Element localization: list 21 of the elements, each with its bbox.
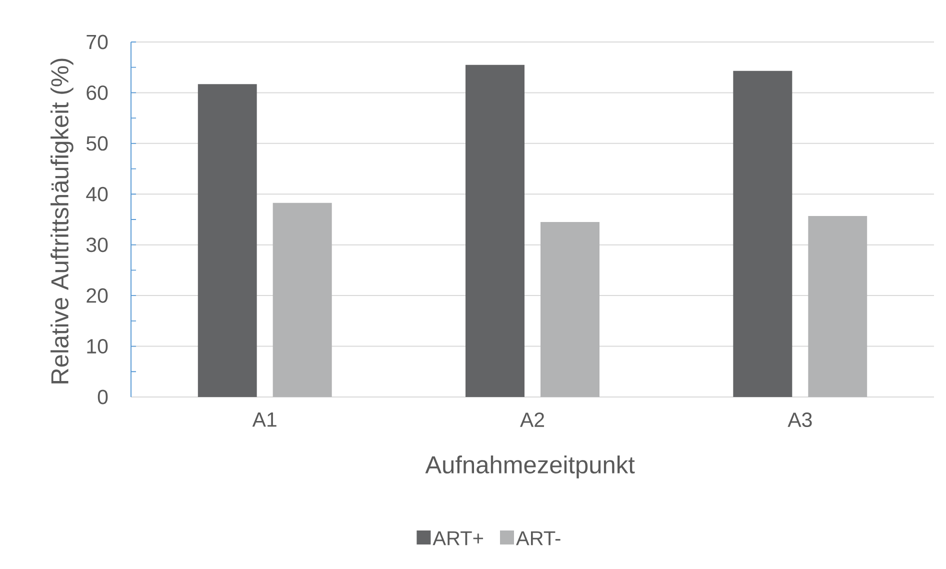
legend-label: ART+: [432, 531, 484, 546]
bar: [540, 222, 600, 397]
y-tick-label: 0: [98, 390, 108, 404]
y-tick-label: 10: [87, 339, 108, 354]
bar: [198, 84, 257, 397]
bar: [733, 70, 792, 397]
x-tick-label: A1: [252, 412, 276, 427]
y-tick-label: 30: [86, 238, 108, 252]
y-tick-label: 20: [86, 288, 108, 303]
bar: [272, 202, 332, 397]
x-axis-title: Aufnahmezeitpunkt: [425, 456, 635, 478]
y-tick-label: 70: [86, 34, 108, 50]
x-tick-label: A3: [788, 412, 812, 428]
y-axis-title: Relative Auftrittshäufigkeit (%): [50, 58, 74, 384]
y-tick-label: 50: [86, 136, 108, 151]
legend-label: ART-: [516, 531, 560, 546]
x-tick-label: A2: [520, 412, 544, 427]
bar: [808, 216, 868, 397]
y-tick-label: 40: [86, 186, 108, 202]
y-tick-label: 60: [86, 85, 108, 100]
bar: [466, 64, 525, 397]
